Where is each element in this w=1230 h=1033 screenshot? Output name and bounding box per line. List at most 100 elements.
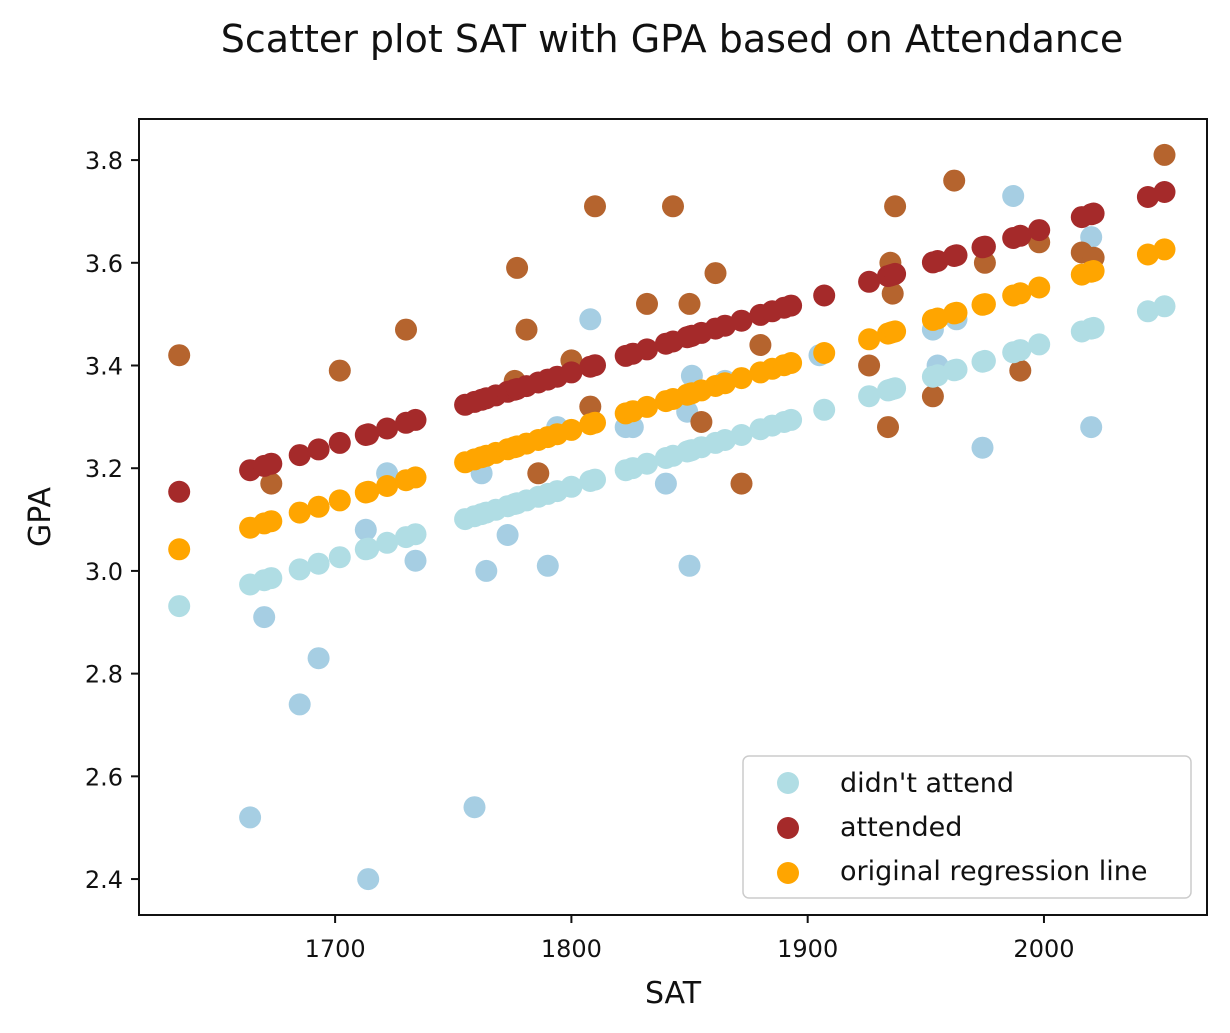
point-didn-t-attend [357, 537, 380, 560]
point-attended [636, 338, 658, 361]
point-attended [307, 438, 330, 461]
point-raw-data-no-attendance [288, 693, 311, 716]
point-raw-data-no-attendance [475, 559, 498, 582]
point-didn-t-attend [636, 452, 658, 475]
point-attended [584, 354, 606, 377]
point-raw-data-no-attendance [971, 436, 994, 459]
point-didn-t-attend [288, 558, 311, 581]
x-tick-label: 1700 [305, 935, 366, 963]
y-tick-label: 3.2 [85, 455, 123, 483]
point-original-regression-line [288, 501, 311, 524]
point-original-regression-line [584, 411, 606, 434]
point-didn-t-attend [730, 424, 753, 446]
point-attended [780, 294, 803, 317]
point-original-regression-line [945, 301, 968, 324]
point-raw-data-attendance [858, 354, 881, 377]
point-raw-data-no-attendance [463, 796, 486, 819]
point-raw-data-no-attendance [579, 308, 602, 331]
point-raw-data-attendance [884, 195, 907, 218]
point-raw-data-attendance [690, 411, 713, 433]
point-raw-data-attendance [168, 344, 191, 367]
point-original-regression-line [714, 372, 736, 395]
point-didn-t-attend [1136, 300, 1159, 323]
x-tick-label: 1800 [541, 935, 602, 963]
point-original-regression-line [168, 538, 191, 561]
point-attended [1153, 181, 1176, 203]
point-didn-t-attend [1009, 339, 1032, 362]
point-attended [714, 314, 736, 337]
point-original-regression-line [1009, 282, 1032, 305]
point-raw-data-attendance [730, 472, 753, 495]
point-raw-data-attendance [1153, 143, 1176, 166]
point-original-regression-line [1028, 276, 1051, 299]
point-attended [858, 270, 881, 293]
point-didn-t-attend [780, 408, 803, 431]
x-tick-label: 2000 [1013, 935, 1074, 963]
point-raw-data-no-attendance [404, 549, 427, 572]
point-didn-t-attend [884, 377, 907, 400]
point-raw-data-no-attendance [307, 647, 330, 670]
point-attended [813, 284, 836, 307]
chart-title: Scatter plot SAT with GPA based on Atten… [221, 17, 1124, 61]
legend-label-didnt-attend: didn't attend [840, 768, 1014, 799]
point-original-regression-line [780, 352, 803, 374]
point-didn-t-attend [858, 385, 881, 408]
point-original-regression-line [560, 418, 583, 441]
point-didn-t-attend [328, 546, 351, 569]
point-attended [168, 480, 191, 503]
point-raw-data-attendance [515, 318, 538, 341]
point-original-regression-line [1136, 243, 1159, 266]
point-raw-data-attendance [584, 195, 606, 218]
point-didn-t-attend [813, 398, 836, 421]
point-raw-data-attendance [662, 195, 684, 218]
legend-marker-regression [777, 862, 799, 884]
legend-box [742, 755, 1192, 899]
point-attended [1009, 224, 1032, 247]
point-attended [1136, 186, 1159, 208]
legend-label-attended: attended [840, 812, 962, 843]
point-raw-data-no-attendance [654, 472, 677, 495]
point-raw-data-attendance [943, 169, 966, 192]
point-original-regression-line [328, 489, 351, 512]
point-original-regression-line [1153, 238, 1176, 261]
point-raw-data-attendance [678, 292, 701, 315]
point-raw-data-no-attendance [1080, 416, 1103, 439]
x-tick-label: 1900 [777, 935, 838, 963]
point-original-regression-line [926, 307, 949, 330]
point-original-regression-line [376, 475, 399, 497]
point-didn-t-attend [926, 364, 949, 387]
y-tick-label: 3.8 [85, 147, 123, 175]
point-attended [1082, 202, 1105, 225]
axis-ticks: 1700 1800 1900 2000 2.4 2.6 2.8 3.0 3.2 3.4 3.6 3.8 [85, 147, 1075, 963]
point-raw-data-no-attendance [678, 554, 701, 577]
point-didn-t-attend [1153, 295, 1176, 318]
point-attended [945, 244, 968, 267]
legend-marker-attended [777, 817, 799, 839]
point-didn-t-attend [404, 523, 427, 546]
axes-frame [138, 118, 1208, 916]
point-attended [560, 361, 583, 384]
point-attended [288, 444, 311, 467]
legend: didn't attend attended original regressi… [742, 755, 1192, 899]
point-raw-data-attendance [506, 256, 529, 279]
point-attended [376, 417, 399, 440]
point-didn-t-attend [945, 358, 968, 381]
point-attended [926, 250, 949, 272]
point-original-regression-line [260, 510, 283, 533]
point-raw-data-no-attendance [536, 554, 559, 577]
point-raw-data-attendance [527, 462, 550, 485]
point-raw-data-attendance [636, 292, 658, 315]
point-raw-data-attendance [328, 359, 351, 382]
point-raw-data-attendance [921, 385, 944, 408]
point-raw-data-attendance [704, 262, 727, 285]
point-attended [884, 262, 907, 285]
point-original-regression-line [813, 342, 836, 364]
point-raw-data-attendance [395, 318, 417, 341]
plot-area [168, 143, 1176, 891]
y-axis-label: GPA [23, 487, 58, 547]
point-raw-data-no-attendance [239, 806, 262, 829]
point-attended [1028, 219, 1051, 242]
point-raw-data-attendance [749, 334, 772, 356]
y-tick-label: 2.6 [85, 763, 123, 791]
